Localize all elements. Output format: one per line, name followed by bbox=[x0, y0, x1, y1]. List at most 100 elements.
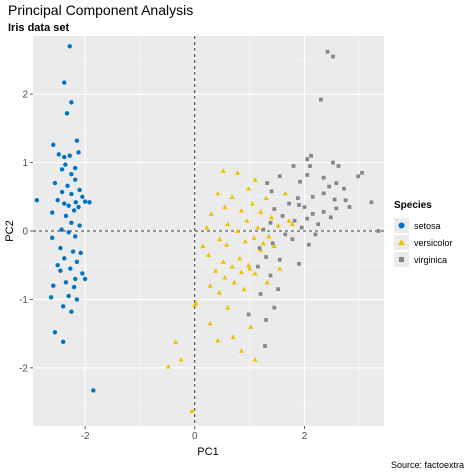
major-grid bbox=[33, 36, 384, 426]
virginica-point bbox=[265, 181, 270, 185]
setosa-point bbox=[56, 152, 61, 157]
virginica-point bbox=[268, 220, 273, 225]
setosa-point bbox=[67, 44, 72, 49]
virginica-point bbox=[305, 173, 310, 177]
setosa-point bbox=[64, 111, 70, 116]
setosa-point bbox=[51, 283, 56, 288]
x-tick-label: 2 bbox=[302, 431, 308, 442]
virginica-point bbox=[342, 186, 346, 191]
versicolor-point bbox=[222, 274, 228, 280]
legend: Species setosa versicolor virginica bbox=[394, 200, 453, 267]
virginica-point bbox=[277, 174, 282, 179]
virginica-point bbox=[305, 157, 310, 162]
versicolor-point bbox=[205, 252, 212, 257]
versicolor-point bbox=[215, 337, 221, 343]
versicolor-point bbox=[242, 238, 248, 244]
virginica-point bbox=[276, 287, 281, 292]
versicolor-point bbox=[220, 168, 226, 173]
versicolor-point bbox=[277, 266, 283, 271]
versicolor-point bbox=[289, 221, 295, 227]
versicolor-point bbox=[216, 236, 222, 242]
virginica-point bbox=[310, 194, 315, 199]
virginica-point bbox=[257, 246, 262, 250]
versicolor-point bbox=[220, 259, 226, 264]
versicolor-point bbox=[225, 305, 231, 310]
legend-key-virginica bbox=[398, 256, 405, 263]
versicolor-point bbox=[237, 255, 243, 261]
setosa-point bbox=[80, 271, 85, 276]
chart-subtitle: Iris data set bbox=[8, 22, 70, 34]
versicolor-point bbox=[248, 324, 254, 329]
versicolor-point bbox=[230, 334, 236, 340]
versicolor-point bbox=[247, 266, 253, 271]
setosa-point bbox=[63, 162, 68, 167]
setosa-point bbox=[69, 191, 74, 197]
versicolor-point bbox=[282, 190, 288, 196]
source-caption: Source: factoextra bbox=[390, 460, 464, 470]
versicolor-point bbox=[244, 218, 250, 223]
virginica-point bbox=[376, 229, 381, 233]
versicolor-point bbox=[238, 348, 244, 353]
virginica-point bbox=[343, 198, 348, 203]
virginica-point bbox=[291, 164, 296, 168]
versicolor-point bbox=[207, 320, 213, 326]
setosa-point bbox=[74, 259, 80, 264]
setosa-point bbox=[73, 200, 78, 205]
versicolor-point bbox=[229, 264, 235, 269]
setosa-point bbox=[60, 304, 66, 309]
legend-key-versicolor bbox=[398, 239, 405, 246]
versicolor-point bbox=[178, 357, 184, 362]
virginica-point bbox=[327, 184, 332, 189]
legend-label-versicolor: versicolor bbox=[414, 238, 453, 248]
versicolor-point bbox=[235, 170, 241, 175]
legend-label-virginica: virginica bbox=[414, 255, 447, 265]
setosa-point bbox=[73, 234, 78, 239]
versicolor-point bbox=[246, 262, 252, 268]
setosa-point bbox=[58, 245, 63, 251]
setosa-point bbox=[80, 194, 85, 199]
versicolor-point bbox=[252, 177, 258, 182]
reference-lines bbox=[33, 36, 384, 426]
virginica-point bbox=[298, 179, 302, 184]
virginica-point bbox=[296, 196, 300, 201]
versicolor-point bbox=[225, 221, 231, 227]
setosa-point bbox=[70, 249, 76, 254]
versicolor-point bbox=[192, 302, 198, 307]
setosa-point bbox=[65, 183, 70, 189]
versicolor-point bbox=[229, 194, 235, 199]
y-tick-label: 0 bbox=[22, 227, 28, 238]
virginica-point bbox=[246, 312, 251, 317]
virginica-point bbox=[336, 164, 341, 168]
virginica-point bbox=[369, 200, 374, 205]
versicolor-point bbox=[275, 222, 281, 228]
versicolor-point bbox=[235, 228, 241, 234]
virginica-point bbox=[325, 49, 330, 54]
setosa-point bbox=[63, 213, 69, 219]
virginica-point bbox=[313, 232, 318, 237]
versicolor-point bbox=[238, 269, 244, 275]
setosa-point bbox=[55, 198, 60, 203]
virginica-point bbox=[319, 97, 323, 102]
setosa-point bbox=[55, 263, 60, 268]
versicolor-point bbox=[213, 268, 219, 273]
setosa-point bbox=[48, 295, 54, 300]
versicolor-point bbox=[249, 201, 255, 206]
x-axis-title: PC1 bbox=[197, 446, 218, 458]
versicolor-point bbox=[271, 243, 277, 249]
setosa-point bbox=[62, 154, 67, 160]
setosa-point bbox=[66, 293, 71, 299]
setosa-point bbox=[59, 189, 65, 195]
virginica-point bbox=[299, 225, 304, 230]
y-tick-label: -1 bbox=[19, 295, 28, 306]
y-axis-title: PC2 bbox=[4, 220, 16, 241]
setosa-point bbox=[66, 230, 71, 235]
x-tick-label: 0 bbox=[192, 431, 198, 442]
versicolor-point bbox=[204, 225, 210, 230]
setosa-point bbox=[59, 227, 64, 232]
setosa-point bbox=[62, 201, 67, 206]
virginica-point bbox=[328, 215, 333, 220]
setosa-point bbox=[73, 177, 78, 182]
setosa-point bbox=[82, 276, 88, 282]
virginica-point bbox=[316, 222, 321, 227]
virginica-point bbox=[297, 203, 301, 207]
